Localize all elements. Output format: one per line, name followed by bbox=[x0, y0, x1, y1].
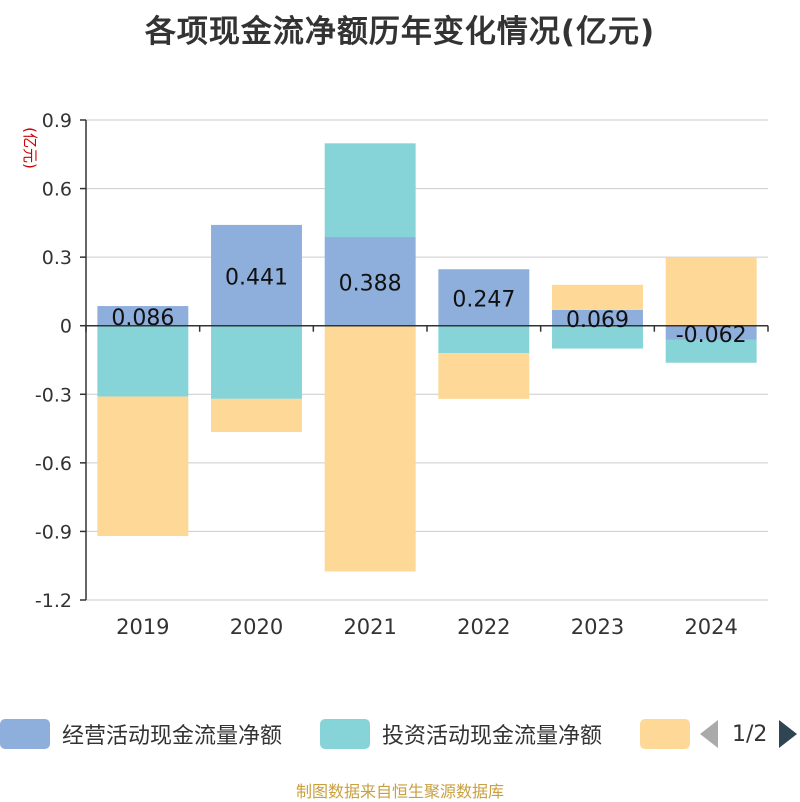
y-axis-unit-label: (亿元) bbox=[21, 127, 39, 169]
bar-investing bbox=[438, 325, 530, 354]
bar-investing bbox=[665, 339, 757, 363]
x-tick-label: 2019 bbox=[116, 615, 169, 639]
bar-operating bbox=[211, 224, 302, 326]
bar-operating bbox=[665, 325, 757, 340]
bar-third-series bbox=[438, 353, 530, 399]
data-label: 0.069 bbox=[566, 308, 629, 333]
bar-investing bbox=[552, 325, 643, 349]
bar-investing bbox=[211, 325, 302, 399]
legend-swatch-operating bbox=[0, 719, 50, 749]
bar-third-series bbox=[324, 325, 416, 572]
y-tick-label: 0 bbox=[60, 316, 72, 338]
legend-label-investing: 投资活动现金流量净额 bbox=[382, 724, 603, 749]
axes: 0.9 0.6 0.3 0 -0.3 -0.6 -0.9 -1.2 2019 2020 2021 20… bbox=[35, 110, 769, 639]
y-tick-label: -0.6 bbox=[35, 453, 72, 475]
x-tick-label: 2024 bbox=[684, 615, 737, 639]
bar-operating bbox=[438, 269, 530, 326]
bar-third-series bbox=[97, 396, 189, 536]
bar-third-series bbox=[211, 398, 302, 432]
data-label: -0.062 bbox=[676, 323, 747, 348]
chart-title: 各项现金流净额历年变化情况(亿元) bbox=[144, 14, 656, 50]
data-label: 0.086 bbox=[111, 306, 174, 331]
data-label: 0.388 bbox=[339, 271, 402, 296]
legend-item-operating[interactable]: 经营活动现金流量净额 bbox=[0, 718, 282, 750]
x-tick-label: 2022 bbox=[457, 615, 510, 639]
bar-third-series bbox=[552, 284, 643, 310]
next-page-icon[interactable] bbox=[779, 720, 798, 748]
y-tick-label: -1.2 bbox=[35, 590, 72, 612]
previous-page-icon[interactable] bbox=[700, 720, 718, 748]
y-tick-label: 0.9 bbox=[42, 110, 72, 132]
data-label: 0.247 bbox=[452, 287, 515, 312]
data-label: 0.441 bbox=[225, 265, 288, 290]
x-tick-label: 2021 bbox=[343, 615, 396, 639]
legend-page-indicator: 1/2 bbox=[732, 721, 768, 747]
bars bbox=[97, 143, 757, 572]
x-tick-label: 2023 bbox=[571, 615, 624, 639]
legend-label-operating: 经营活动现金流量净额 bbox=[62, 724, 283, 749]
data-source-note: 制图数据来自恒生聚源数据库 bbox=[295, 782, 504, 801]
legend-swatch-third-series bbox=[640, 719, 690, 749]
y-tick-label: -0.3 bbox=[35, 384, 72, 406]
stacked-bar-chart: 0.9 0.6 0.3 0 -0.3 -0.6 -0.9 -1.2 2019 2020 2021 20… bbox=[21, 110, 769, 639]
y-tick-label: 0.6 bbox=[42, 179, 72, 201]
data-labels: 0.086 0.441 0.388 0.247 0.069 -0.062 bbox=[111, 265, 746, 347]
bar-operating bbox=[552, 309, 643, 326]
bar-third-series bbox=[665, 257, 757, 326]
legend-swatch-investing bbox=[320, 719, 370, 749]
y-tick-label: 0.3 bbox=[42, 247, 72, 269]
legend-item-third-series[interactable] bbox=[640, 718, 702, 750]
bar-investing bbox=[324, 143, 416, 238]
legend-item-investing[interactable]: 投资活动现金流量净额 bbox=[320, 718, 602, 750]
y-tick-label: -0.9 bbox=[35, 521, 72, 543]
bar-investing bbox=[97, 325, 189, 397]
legend-pager: 1/2 bbox=[700, 718, 798, 750]
bar-operating bbox=[324, 237, 416, 326]
x-tick-label: 2020 bbox=[230, 615, 283, 639]
bar-operating bbox=[97, 306, 189, 326]
